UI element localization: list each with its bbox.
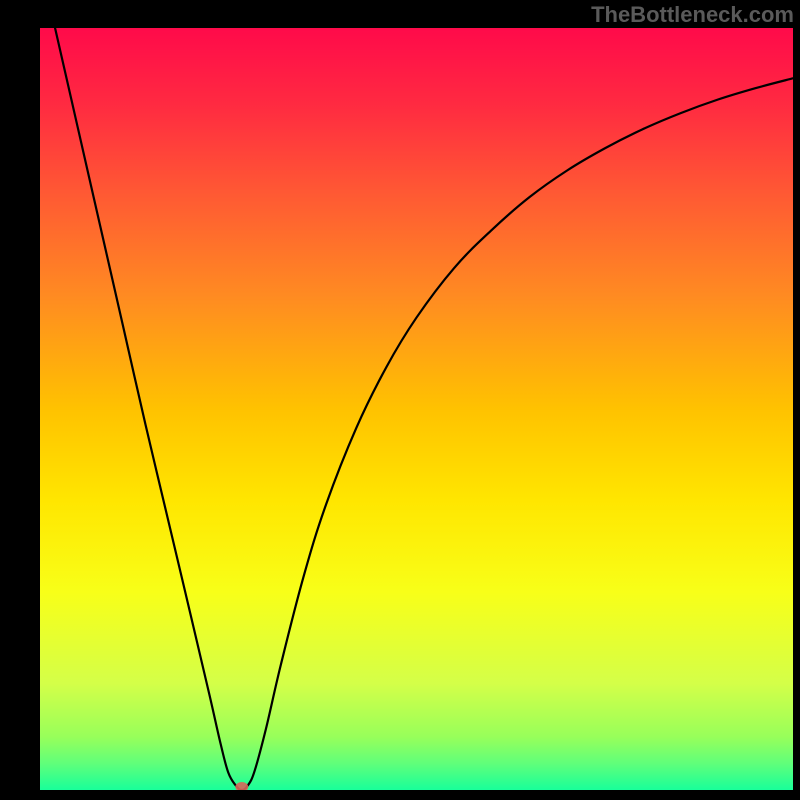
plot-svg [40, 28, 793, 790]
watermark-text: TheBottleneck.com [591, 2, 794, 28]
plot-area [40, 28, 793, 790]
chart-container: TheBottleneck.com [0, 0, 800, 800]
gradient-background [40, 28, 793, 790]
